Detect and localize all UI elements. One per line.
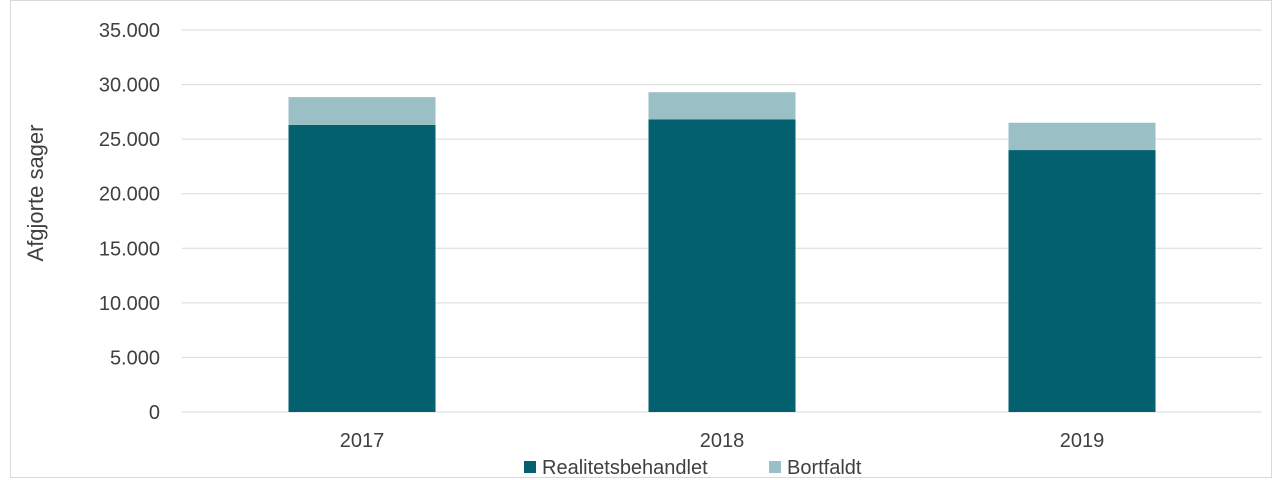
y-tick-label: 30.000 [99,75,160,97]
x-tick-label: 2017 [340,430,385,452]
y-tick-label: 15.000 [99,238,160,260]
bars [288,92,1156,413]
y-tick-label: 5.000 [110,347,160,369]
bar-bortfaldt-2018 [648,92,796,120]
x-tick-label: 2019 [1060,430,1105,452]
y-tick-label: 10.000 [99,293,160,315]
y-tick-label: 0 [149,402,160,424]
legend-swatch [524,461,536,473]
x-axis-tick-labels: 2017 2018 2019 [340,430,1105,452]
y-axis-tick-labels: 0 5.000 10.000 15.000 20.000 25.000 30.000 35.0… [99,20,160,424]
y-tick-label: 25.000 [99,129,160,151]
x-tick-label: 2018 [700,430,745,452]
bar-realitetsbehandlet-2018 [648,119,796,413]
y-tick-label: 35.000 [99,20,160,42]
legend-swatch [769,461,781,473]
legend-label: Bortfaldt [787,457,862,479]
bar-realitetsbehandlet-2019 [1008,150,1156,413]
bar-realitetsbehandlet-2017 [288,124,436,412]
legend: Realitetsbehandlet Bortfaldt [524,457,862,479]
y-tick-label: 20.000 [99,184,160,206]
legend-label: Realitetsbehandlet [542,457,708,479]
bar-bortfaldt-2017 [288,97,436,125]
y-axis-title: Afgjorte sager [23,125,48,262]
bar-bortfaldt-2019 [1008,122,1156,151]
